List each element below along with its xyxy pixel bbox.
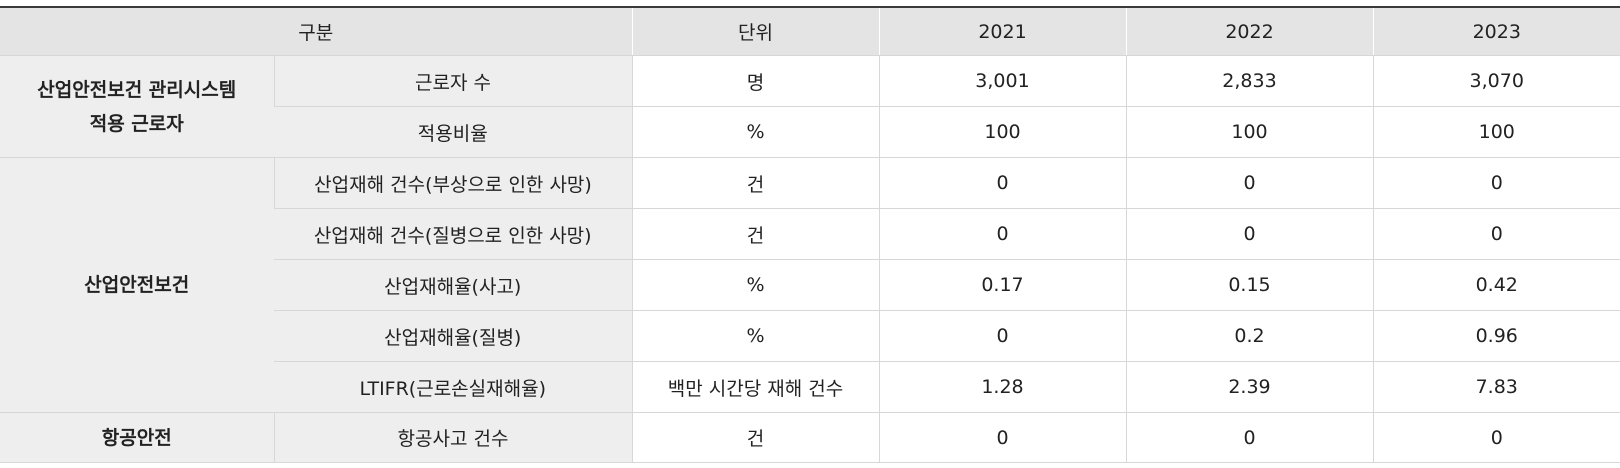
row-unit: % bbox=[631, 259, 879, 311]
table-row: LTIFR(근로손실재해율) 백만 시간당 재해 건수 1.28 2.39 7.… bbox=[0, 361, 1620, 413]
row-unit: 건 bbox=[631, 157, 879, 209]
header-year-2021: 2021 bbox=[878, 7, 1126, 56]
header-unit: 단위 bbox=[631, 7, 879, 56]
row-item-label: 산업재해 건수(질병으로 인한 사망) bbox=[274, 208, 632, 260]
value-2023: 0 bbox=[1372, 412, 1620, 463]
value-2022: 0 bbox=[1125, 208, 1373, 260]
value-2022: 100 bbox=[1125, 106, 1373, 158]
value-2023: 0 bbox=[1372, 208, 1620, 260]
value-2023: 100 bbox=[1372, 106, 1620, 158]
row-item-label: 근로자 수 bbox=[273, 55, 632, 107]
table-row: 적용비율 % 100 100 100 bbox=[0, 106, 1620, 158]
row-unit: 백만 시간당 재해 건수 bbox=[631, 361, 879, 413]
value-2021: 0 bbox=[878, 310, 1126, 362]
group-label-line: 적용 근로자 bbox=[89, 112, 184, 135]
table-row: 산업재해 건수(질병으로 인한 사망) 건 0 0 0 bbox=[0, 208, 1620, 260]
table-row: 항공안전 항공사고 건수 건 0 0 0 bbox=[0, 412, 1620, 463]
row-item-label: 산업재해 건수(부상으로 인한 사망) bbox=[273, 157, 632, 209]
row-unit: 건 bbox=[631, 412, 879, 463]
value-2021: 0 bbox=[878, 157, 1126, 209]
table-row: 산업안전보건 산업재해 건수(부상으로 인한 사망) 건 0 0 0 bbox=[0, 157, 1620, 413]
value-2022: 0 bbox=[1125, 157, 1373, 209]
table-row: 산업안전보건 관리시스템 적용 근로자 근로자 수 명 3,001 2,833 … bbox=[0, 55, 1620, 158]
row-unit: 건 bbox=[631, 208, 879, 260]
row-unit: % bbox=[631, 106, 879, 158]
value-2023: 0.96 bbox=[1372, 310, 1620, 362]
row-unit: 명 bbox=[631, 55, 879, 107]
value-2021: 0 bbox=[878, 208, 1126, 260]
value-2022: 0.2 bbox=[1125, 310, 1373, 362]
value-2021: 100 bbox=[878, 106, 1126, 158]
value-2023: 7.83 bbox=[1372, 361, 1620, 413]
value-2022: 2.39 bbox=[1125, 361, 1373, 413]
header-year-2023: 2023 bbox=[1372, 7, 1620, 56]
table-row: 산업재해율(사고) % 0.17 0.15 0.42 bbox=[0, 259, 1620, 311]
group-label-ohs-system: 산업안전보건 관리시스템 적용 근로자 bbox=[0, 55, 274, 158]
row-unit: % bbox=[631, 310, 879, 362]
header-row: 구분 단위 2021 2022 2023 bbox=[0, 7, 1620, 56]
value-2023: 3,070 bbox=[1372, 55, 1620, 107]
value-2021: 0.17 bbox=[878, 259, 1126, 311]
row-item-label: 산업재해율(질병) bbox=[274, 310, 632, 362]
header-year-2022: 2022 bbox=[1125, 7, 1373, 56]
value-2022: 2,833 bbox=[1125, 55, 1373, 107]
header-category: 구분 bbox=[0, 7, 632, 56]
row-item-label: 적용비율 bbox=[274, 106, 632, 158]
row-item-label: 항공사고 건수 bbox=[273, 412, 632, 463]
value-2023: 0 bbox=[1372, 157, 1620, 209]
value-2022: 0.15 bbox=[1125, 259, 1373, 311]
value-2021: 1.28 bbox=[878, 361, 1126, 413]
value-2021: 3,001 bbox=[878, 55, 1126, 107]
value-2023: 0.42 bbox=[1372, 259, 1620, 311]
group-label-aviation: 항공안전 bbox=[0, 412, 274, 463]
row-item-label: LTIFR(근로손실재해율) bbox=[274, 361, 632, 413]
table-row: 산업재해율(질병) % 0 0.2 0.96 bbox=[0, 310, 1620, 362]
group-label-line: 산업안전보건 관리시스템 bbox=[37, 78, 237, 101]
group-label-ohs: 산업안전보건 bbox=[0, 157, 274, 413]
safety-stats-table: 구분 단위 2021 2022 2023 산업안전보건 관리시스템 적용 근로자… bbox=[0, 6, 1620, 463]
value-2021: 0 bbox=[878, 412, 1126, 463]
row-item-label: 산업재해율(사고) bbox=[274, 259, 632, 311]
value-2022: 0 bbox=[1125, 412, 1373, 463]
